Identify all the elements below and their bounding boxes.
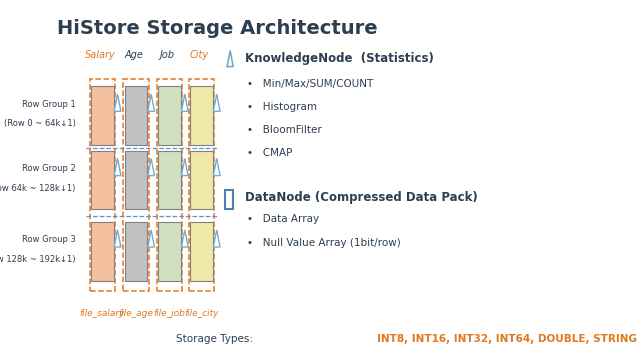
Text: Row Group 2: Row Group 2: [22, 164, 76, 173]
Text: file_salary: file_salary: [79, 309, 125, 318]
Polygon shape: [114, 230, 121, 247]
Text: •   Data Array: • Data Array: [247, 214, 319, 224]
Polygon shape: [213, 158, 220, 176]
Bar: [158, 86, 181, 145]
Text: Job: Job: [160, 50, 175, 60]
Text: •   Histogram: • Histogram: [247, 102, 317, 112]
Text: INT8, INT16, INT32, INT64, DOUBLE, STRING: INT8, INT16, INT32, INT64, DOUBLE, STRIN…: [377, 334, 637, 344]
Bar: [124, 79, 148, 291]
Text: City: City: [189, 50, 209, 60]
Bar: [190, 222, 213, 281]
Text: Row Group 3: Row Group 3: [22, 235, 76, 244]
Text: HiStore Storage Architecture: HiStore Storage Architecture: [57, 19, 378, 38]
Text: •   Null Value Array (1bit/row): • Null Value Array (1bit/row): [247, 238, 401, 248]
Bar: [157, 79, 182, 291]
Text: Row Group 1: Row Group 1: [22, 100, 76, 109]
Text: Age: Age: [124, 50, 143, 60]
Text: file_city: file_city: [184, 309, 219, 318]
Bar: [91, 150, 114, 210]
Polygon shape: [213, 230, 220, 247]
Polygon shape: [114, 94, 121, 111]
Text: DataNode (Compressed Data Pack): DataNode (Compressed Data Pack): [245, 191, 478, 204]
Bar: [225, 190, 233, 209]
Polygon shape: [181, 94, 188, 111]
Text: (Row 128k ~ 192k↓1): (Row 128k ~ 192k↓1): [0, 255, 76, 264]
Text: (Row 0 ~ 64k↓1): (Row 0 ~ 64k↓1): [4, 119, 76, 128]
Polygon shape: [227, 50, 233, 67]
Bar: [190, 150, 213, 210]
Bar: [158, 222, 181, 281]
Text: KnowledgeNode  (Statistics): KnowledgeNode (Statistics): [245, 52, 434, 65]
Text: file_age: file_age: [118, 309, 154, 318]
Text: •   Min/Max/SUM/COUNT: • Min/Max/SUM/COUNT: [247, 78, 373, 89]
Polygon shape: [114, 158, 121, 176]
Bar: [90, 79, 115, 291]
Polygon shape: [148, 158, 154, 176]
Polygon shape: [181, 158, 188, 176]
Bar: [125, 86, 147, 145]
Text: file_job: file_job: [154, 309, 186, 318]
Bar: [91, 222, 114, 281]
Text: •   CMAP: • CMAP: [247, 148, 292, 158]
Polygon shape: [148, 230, 154, 247]
Text: •   BloomFilter: • BloomFilter: [247, 125, 322, 135]
Text: (Row 64k ~ 128k↓1): (Row 64k ~ 128k↓1): [0, 184, 76, 193]
Bar: [189, 79, 214, 291]
Text: Salary: Salary: [84, 50, 115, 60]
Bar: [158, 150, 181, 210]
Bar: [91, 86, 114, 145]
Bar: [125, 222, 147, 281]
Polygon shape: [148, 94, 154, 111]
Bar: [190, 86, 213, 145]
Polygon shape: [213, 94, 220, 111]
Polygon shape: [181, 230, 188, 247]
Bar: [125, 150, 147, 210]
Text: Storage Types:: Storage Types:: [177, 334, 257, 344]
